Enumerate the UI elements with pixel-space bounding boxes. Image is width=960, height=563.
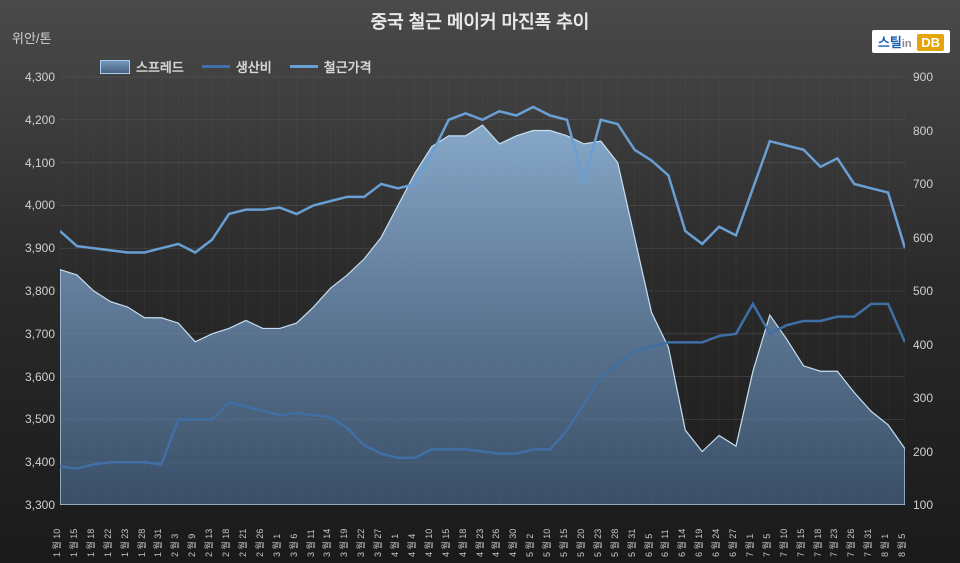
chart-title: 중국 철근 메이커 마진폭 추이: [0, 8, 960, 34]
x-tick-label: 3 월 11: [304, 529, 317, 557]
x-tick-label: 7 월 26: [844, 529, 857, 557]
x-tick-label: 3 월 27: [371, 529, 384, 557]
x-tick-label: 3 월 14: [320, 529, 333, 557]
y-right-tick: 900: [913, 70, 953, 84]
legend-cost-line: [202, 65, 230, 68]
x-tick-label: 4 월 18: [456, 529, 469, 557]
x-tick-label: 5 월 23: [591, 529, 604, 557]
x-tick-label: 7 월 18: [811, 529, 824, 557]
x-tick-label: 7 월 31: [861, 529, 874, 557]
y-right-tick: 300: [913, 391, 953, 405]
x-tick-label: 1 월 28: [135, 529, 148, 557]
y-left-tick: 3,300: [10, 498, 55, 512]
x-tick-label: 4 월 15: [439, 529, 452, 557]
x-tick-label: 6 월 19: [692, 529, 705, 557]
x-tick-label: 4 월 1: [388, 534, 401, 557]
y-left-tick: 3,500: [10, 412, 55, 426]
y-left-tick: 3,600: [10, 370, 55, 384]
legend-spread: 스프레드: [100, 57, 184, 76]
y-right-tick: 400: [913, 338, 953, 352]
y-right-tick: 100: [913, 498, 953, 512]
x-tick-label: 6 월 24: [709, 529, 722, 557]
x-tick-label: 7 월 1: [743, 534, 756, 557]
y-left-tick: 4,300: [10, 70, 55, 84]
x-tick-label: 8 월 1: [878, 534, 891, 557]
legend-price-line: [290, 65, 318, 68]
x-tick-label: 5 월 20: [574, 529, 587, 557]
x-tick-label: 1 월 18: [84, 529, 97, 557]
x-tick-label: 2 월 13: [202, 529, 215, 557]
x-tick-label: 7 월 23: [827, 529, 840, 557]
y-right-tick: 800: [913, 124, 953, 138]
x-tick-label: 8 월 5: [895, 534, 908, 557]
y-right-tick: 200: [913, 445, 953, 459]
x-tick-label: 3 월 22: [354, 529, 367, 557]
y-left-tick: 3,900: [10, 241, 55, 255]
x-tick-label: 4 월 30: [506, 529, 519, 557]
x-tick-label: 6 월 14: [675, 529, 688, 557]
y-right-tick: 500: [913, 284, 953, 298]
y-axis-label: 위안/톤: [12, 28, 52, 47]
x-tick-label: 2 월 18: [219, 529, 232, 557]
y-right-tick: 700: [913, 177, 953, 191]
y-left-tick: 4,000: [10, 198, 55, 212]
x-tick-label: 5 월 10: [540, 529, 553, 557]
y-left-tick: 4,100: [10, 156, 55, 170]
x-tick-label: 7 월 5: [760, 534, 773, 557]
logo-db: DB: [917, 34, 944, 51]
x-tick-label: 6 월 27: [726, 529, 739, 557]
x-tick-label: 2 월 26: [253, 529, 266, 557]
plot-svg: [60, 55, 905, 505]
x-tick-label: 1 월 10: [50, 529, 63, 557]
y-left-tick: 4,200: [10, 113, 55, 127]
legend-price: 철근가격: [290, 57, 372, 76]
x-tick-label: 7 월 10: [777, 529, 790, 557]
x-tick-label: 4 월 26: [489, 529, 502, 557]
x-tick-label: 5 월 15: [557, 529, 570, 557]
x-tick-label: 2 월 9: [185, 534, 198, 557]
logo-brand: 스틸: [878, 35, 902, 50]
y-left-tick: 3,400: [10, 455, 55, 469]
x-tick-label: 3 월 1: [270, 534, 283, 557]
x-tick-label: 1 월 22: [101, 529, 114, 557]
x-axis-labels: 1 월 101 월 151 월 181 월 221 월 231 월 281 월 …: [60, 507, 905, 559]
x-tick-label: 3 월 19: [337, 529, 350, 557]
x-tick-label: 1 월 23: [118, 529, 131, 557]
y-left-tick: 3,800: [10, 284, 55, 298]
x-tick-label: 2 월 3: [168, 534, 181, 557]
chart-container: 중국 철근 메이커 마진폭 추이 위안/톤 스틸in DB 스프레드 생산비 철…: [0, 0, 960, 563]
x-tick-label: 4 월 10: [422, 529, 435, 557]
logo-in: in: [902, 38, 912, 50]
x-tick-label: 4 월 4: [405, 534, 418, 557]
y-right-tick: 600: [913, 231, 953, 245]
legend: 스프레드 생산비 철근가격: [100, 57, 372, 76]
plot-area: 스프레드 생산비 철근가격 3,3003,4003,5003,6003,7003…: [60, 55, 905, 505]
x-tick-label: 5 월 28: [608, 529, 621, 557]
legend-price-label: 철근가격: [324, 57, 372, 76]
y-left-tick: 3,700: [10, 327, 55, 341]
x-tick-label: 7 월 15: [794, 529, 807, 557]
x-tick-label: 5 월 31: [625, 529, 638, 557]
x-tick-label: 3 월 6: [287, 534, 300, 557]
x-tick-label: 4 월 23: [473, 529, 486, 557]
x-tick-label: 6 월 11: [658, 529, 671, 557]
legend-swatch-area: [100, 60, 130, 74]
x-tick-label: 6 월 5: [642, 534, 655, 557]
x-tick-label: 2 월 21: [236, 529, 249, 557]
x-tick-label: 1 월 15: [67, 529, 80, 557]
x-tick-label: 1 월 31: [151, 529, 164, 557]
legend-cost-label: 생산비: [236, 57, 272, 76]
legend-cost: 생산비: [202, 57, 272, 76]
brand-logo: 스틸in DB: [872, 30, 950, 53]
legend-spread-label: 스프레드: [136, 57, 184, 76]
x-tick-label: 5 월 2: [523, 534, 536, 557]
